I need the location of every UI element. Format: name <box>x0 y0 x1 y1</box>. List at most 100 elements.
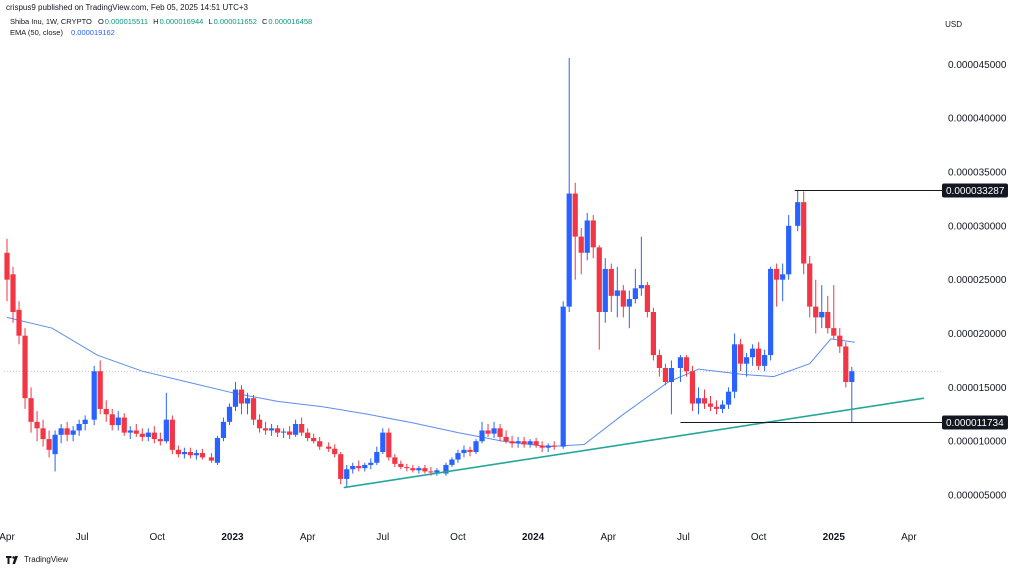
candle <box>139 428 145 442</box>
candle <box>608 263 614 312</box>
candle <box>644 281 650 318</box>
candle <box>473 439 479 455</box>
candle <box>374 446 380 465</box>
candle-body <box>28 398 34 422</box>
candle <box>737 338 744 372</box>
candle <box>515 436 521 448</box>
candle-body <box>127 430 133 433</box>
candle-body <box>169 419 175 450</box>
candle-body <box>157 439 163 442</box>
candle <box>578 228 584 275</box>
candle <box>22 328 28 409</box>
candle <box>208 453 215 463</box>
time-tick-label: 2024 <box>522 532 545 543</box>
candle <box>380 428 386 455</box>
candle <box>220 417 227 442</box>
candle <box>491 421 497 438</box>
candle <box>485 424 491 437</box>
candle <box>169 415 175 455</box>
candle <box>650 307 656 361</box>
candle-body <box>614 290 620 296</box>
candle <box>731 333 738 399</box>
candle <box>695 387 702 415</box>
candle <box>299 417 305 436</box>
candle-body <box>232 389 239 407</box>
candle-body <box>250 398 257 420</box>
candle <box>479 421 485 444</box>
candle <box>274 425 281 437</box>
candle <box>443 462 449 476</box>
candle-body <box>473 441 479 452</box>
price-tick-label: 0.000035000 <box>948 168 1007 179</box>
candle <box>749 344 756 366</box>
candle <box>801 191 807 275</box>
candle-body <box>256 419 263 429</box>
candle <box>317 436 323 450</box>
candle <box>614 266 620 318</box>
time-tick-label: Apr <box>901 532 917 543</box>
time-tick-label: Oct <box>751 532 767 543</box>
close-label: C <box>261 17 268 26</box>
candle-body <box>380 432 386 452</box>
candle <box>825 295 831 334</box>
candle-body <box>545 445 551 448</box>
time-tick-label: Apr <box>0 532 15 543</box>
currency-label: USD <box>945 20 962 29</box>
candle-body <box>843 346 849 382</box>
candle <box>707 396 714 412</box>
candle-body <box>362 464 368 469</box>
ema-legend[interactable]: EMA (50, close) 0.000019162 <box>10 28 115 37</box>
candle <box>434 468 440 476</box>
candle <box>34 411 40 442</box>
candle <box>82 415 88 431</box>
candle <box>713 400 720 415</box>
candle-body <box>356 466 362 469</box>
candle <box>16 301 22 345</box>
candle <box>199 448 206 460</box>
candle-body <box>151 432 157 440</box>
candle <box>831 285 837 339</box>
candle <box>91 365 97 426</box>
candle-body <box>831 328 837 336</box>
candle-body <box>410 468 416 471</box>
candle <box>780 263 786 302</box>
candle <box>560 301 566 449</box>
candle-body <box>163 419 169 442</box>
candle-body <box>449 459 455 465</box>
candle-body <box>214 438 221 463</box>
candle-body <box>695 398 702 404</box>
ema-layer <box>6 316 855 448</box>
candle <box>58 424 64 444</box>
candle-body <box>668 368 675 382</box>
candle <box>638 236 644 296</box>
candle <box>10 266 16 323</box>
candle-body <box>34 421 40 429</box>
candle-body <box>404 467 410 469</box>
candle <box>807 256 813 318</box>
candle <box>503 430 509 444</box>
candle-body <box>485 430 491 434</box>
symbol-name[interactable]: Shiba Inu, 1W, CRYPTO <box>10 17 92 26</box>
candle <box>70 426 76 442</box>
candle <box>362 462 368 472</box>
candle <box>103 400 109 422</box>
price-axis: 0.000045000 0.000040000 0.000035000 0.00003… <box>948 60 1007 502</box>
candle <box>455 449 461 463</box>
candle-body <box>533 441 539 446</box>
candle <box>497 424 503 442</box>
candle-body <box>479 430 485 442</box>
candle-body <box>82 419 88 424</box>
candle-body <box>133 430 139 434</box>
candle <box>4 238 10 302</box>
candle <box>521 436 527 448</box>
candle <box>677 355 684 382</box>
candle <box>404 463 410 472</box>
candle-body <box>813 306 819 318</box>
marked-levels-layer: 0.000033287 0.000011734 <box>680 183 1008 430</box>
candle <box>683 355 690 377</box>
candle-body <box>837 335 843 347</box>
tradingview-branding[interactable]: TradingView <box>6 555 68 564</box>
candle-body <box>238 389 245 404</box>
candle <box>819 285 825 329</box>
